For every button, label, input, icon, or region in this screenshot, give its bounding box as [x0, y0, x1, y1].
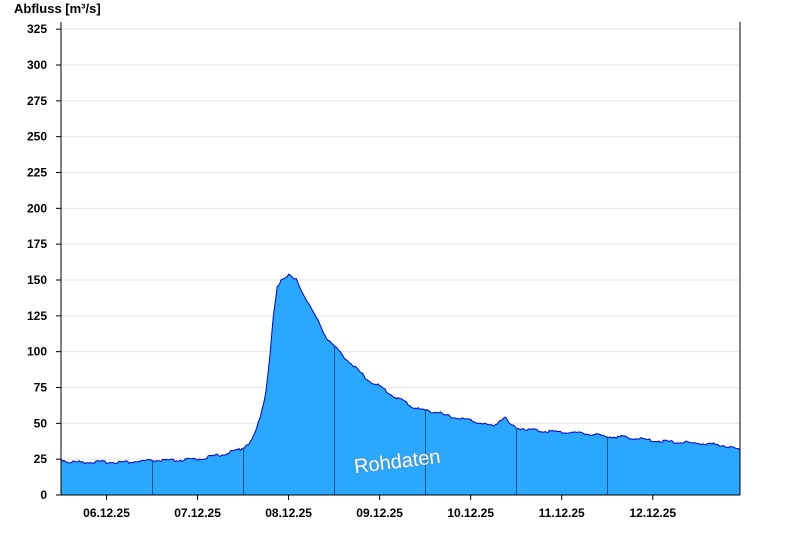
y-tick-label-300: 300 [27, 58, 47, 72]
y-tick-label-75: 75 [34, 381, 48, 395]
y-tick-label-100: 100 [27, 345, 47, 359]
y-tick-label-175: 175 [27, 237, 47, 251]
y-tick-label-250: 250 [27, 130, 47, 144]
x-tick-label-2: 08.12.25 [265, 506, 312, 520]
x-tick-label-6: 12.12.25 [629, 506, 676, 520]
series-line [60, 273, 741, 465]
y-tick-label-225: 225 [27, 166, 47, 180]
x-axis-ticks: 06.12.25 07.12.25 08.12.25 09.12.25 10.12.25… [83, 495, 676, 520]
y-tick-label-275: 275 [27, 94, 47, 108]
grid-lines [61, 28, 740, 460]
x-tick-label-1: 07.12.25 [174, 506, 221, 520]
x-tick-label-5: 11.12.25 [539, 506, 585, 520]
x-tick-label-4: 10.12.25 [447, 506, 494, 520]
day-separators [152, 346, 608, 495]
x-tick-label-0: 06.12.25 [83, 506, 130, 520]
y-axis-label: Abfluss [m³/s] [14, 1, 101, 16]
y-tick-label-125: 125 [27, 309, 47, 323]
y-tick-label-200: 200 [27, 201, 47, 215]
y-axis-ticks: 0 25 50 75 100 125 150 175 200 225 250 275 300 325 [27, 22, 61, 502]
y-tick-label-325: 325 [27, 22, 47, 36]
y-tick-label-50: 50 [34, 416, 48, 430]
y-tick-label-25: 25 [34, 452, 48, 466]
x-tick-label-3: 09.12.25 [356, 506, 403, 520]
y-tick-label-150: 150 [27, 273, 47, 287]
series-area-fill [61, 274, 740, 495]
y-tick-label-0: 0 [40, 488, 47, 502]
series-area [60, 273, 741, 495]
